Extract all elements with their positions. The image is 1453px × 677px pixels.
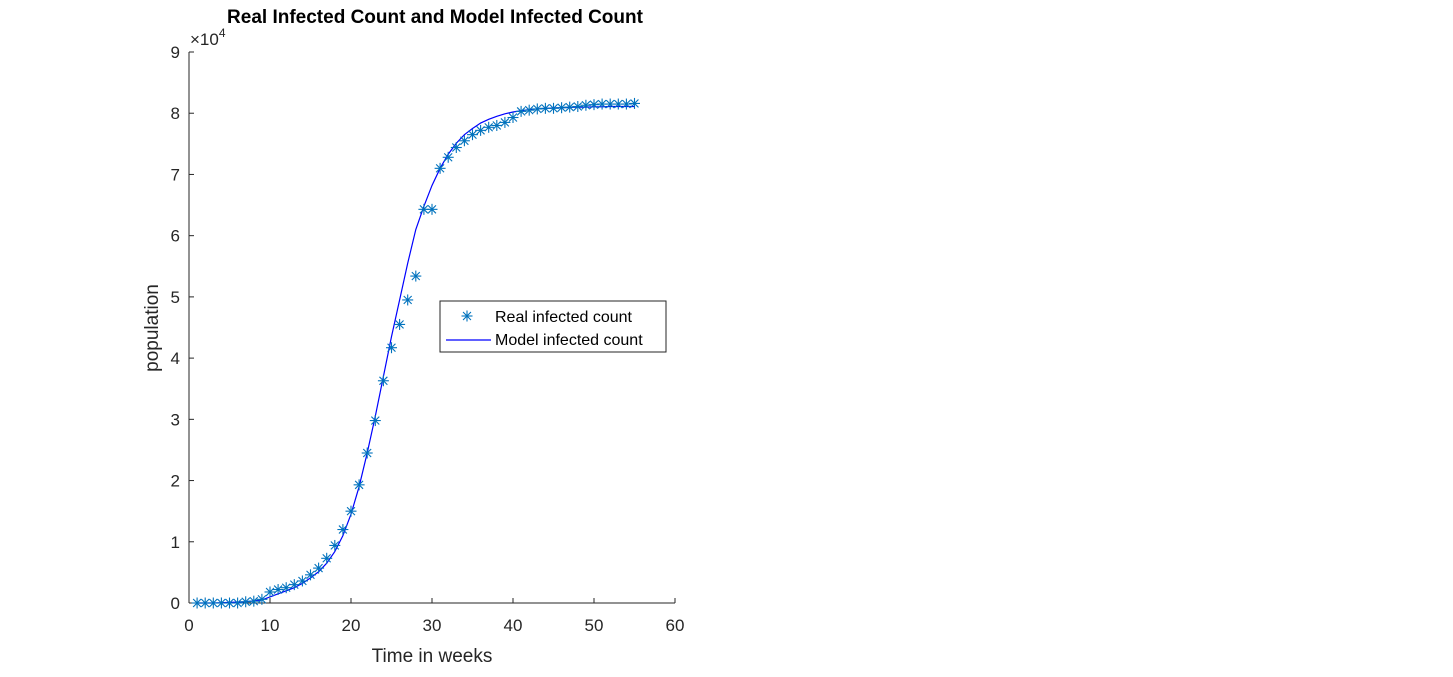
x-ticks: 0 10 20 30 40 50 60 [184,598,684,635]
real-data-point [588,99,600,111]
real-data-point [556,102,568,114]
real-data-point [402,294,414,306]
x-tick-label: 30 [423,616,442,635]
real-data-point [321,552,333,564]
real-data-point [572,100,584,112]
y-exponent-power: 4 [219,26,226,40]
y-exponent-label: ×104 [190,26,226,49]
y-tick-label: 2 [171,472,180,491]
real-data-point [232,597,244,609]
x-tick-label: 60 [666,616,685,635]
real-data-point [475,124,487,136]
legend-box [439,300,667,353]
real-data-point [288,579,300,591]
real-data-point [467,129,478,141]
real-data-point [361,447,373,459]
real-data-point [515,105,527,117]
real-data-point [499,116,511,128]
x-axis-label: Time in weeks [372,646,493,667]
real-data-point [305,569,316,581]
real-data-point [345,505,357,517]
real-data-point [450,142,462,154]
chart-title: Real Infected Count and Model Infected C… [227,7,644,28]
y-tick-label: 7 [171,165,180,184]
legend-marker-glyph [461,310,473,322]
x-tick-label: 10 [261,616,280,635]
real-data-point [531,103,543,115]
y-ticks: 0 1 2 3 4 5 6 7 8 9 [171,43,194,613]
y-tick-label: 3 [171,410,180,429]
real-data-point [523,104,535,116]
real-data-point [612,98,624,110]
real-data-point [369,415,381,427]
real-data-point [386,342,397,354]
real-data-point [353,479,365,491]
real-data-point [264,586,276,598]
x-tick-label: 20 [342,616,361,635]
real-data-point [207,597,219,609]
real-data-point [442,151,454,163]
real-data-point [629,97,640,109]
real-data-point [418,203,430,215]
real-data-point [580,99,592,111]
real-data-point [434,162,446,174]
real-data-point [426,203,438,215]
y-tick-label: 6 [171,227,180,246]
real-data-point [596,98,608,110]
axes: 0 10 20 30 40 50 60 0 1 2 3 4 5 6 7 8 9 [171,43,685,635]
plot-area [191,97,640,609]
real-data-point [240,596,252,608]
real-data-point [564,101,576,113]
real-data-point [548,102,559,114]
real-data-point [394,318,406,330]
legend-entry-real: Real infected count [495,309,633,326]
real-data-point [377,375,389,387]
y-axis-label: population [142,284,163,372]
y-tick-label: 0 [171,594,180,613]
real-data-point [248,595,260,607]
real-data-point [296,575,308,587]
y-tick-label: 5 [171,288,180,307]
legend-entry-model: Model infected count [495,332,643,349]
y-tick-label: 1 [171,533,180,552]
real-data-point [507,112,519,124]
real-data-point [313,562,325,574]
y-exponent-base: ×10 [190,30,219,49]
real-data-point [620,98,632,110]
real-data-point [491,119,503,131]
x-tick-label: 50 [585,616,604,635]
legend: Real infected count Model infected count [439,300,667,353]
model-infected-line [197,105,635,604]
real-data-point [337,524,349,536]
y-tick-label: 8 [171,104,180,123]
legend-asterisk-icon [461,310,473,322]
real-data-point [458,135,470,147]
real-data-point [329,539,341,551]
real-infected-markers [191,97,640,609]
real-data-point [272,584,284,596]
real-data-point [410,270,422,282]
real-data-point [483,121,495,133]
real-data-point [256,593,268,605]
real-data-point [280,582,292,594]
y-tick-label: 4 [171,349,180,368]
x-tick-label: 40 [504,616,523,635]
x-tick-label: 0 [184,616,193,635]
y-tick-label: 9 [171,43,180,62]
